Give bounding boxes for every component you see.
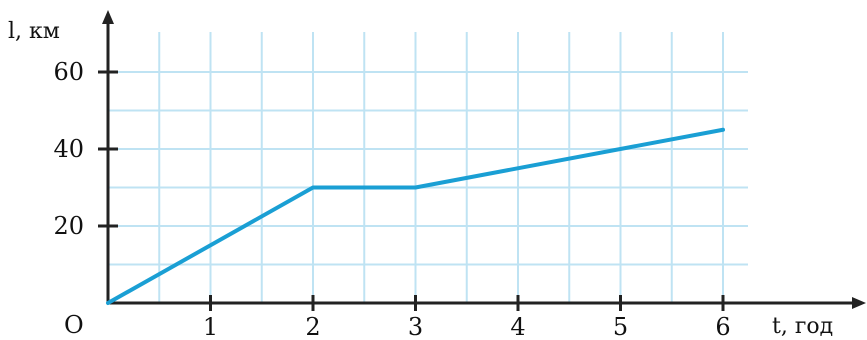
x-tick-label: 3 (408, 313, 423, 340)
series (106, 127, 725, 305)
y-axis-label: l, км (8, 19, 60, 44)
y-tick-label: 20 (53, 212, 84, 240)
y-tick-label: 40 (53, 135, 84, 163)
grid (108, 32, 748, 303)
x-axis-label: t, год (772, 314, 833, 339)
x-tick-label: 6 (715, 313, 730, 340)
x-axis-arrow (852, 297, 866, 309)
x-tick-label: 5 (613, 313, 628, 340)
y-axis-arrow (102, 10, 114, 24)
x-tick-label: 4 (510, 313, 525, 340)
y-tick-label: 60 (53, 58, 84, 86)
x-tick-label: 2 (305, 313, 320, 340)
series-line (106, 127, 725, 305)
axes (102, 10, 866, 309)
x-tick-label: 1 (203, 313, 218, 340)
origin-label: O (64, 311, 84, 339)
ticks: 1 2 3 4 5 6 20 40 60 (53, 58, 730, 340)
